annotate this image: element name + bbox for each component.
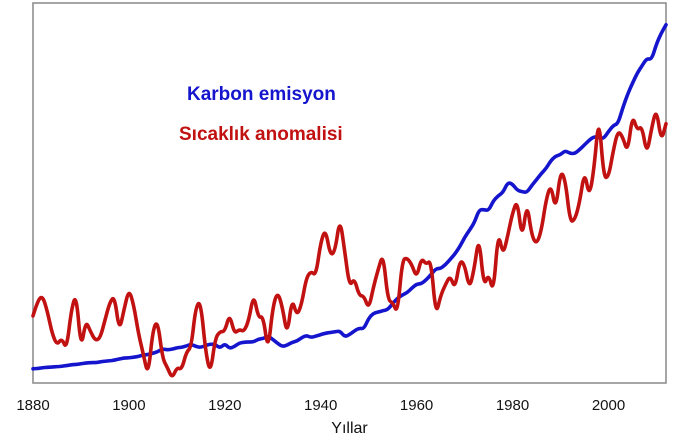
x-tick-1960: 1960 [400, 397, 433, 414]
x-axis-title: Yıllar [331, 420, 368, 437]
legend-sicaklik-anomalisi: Sıcaklık anomalisi [179, 124, 343, 145]
legend-karbon-emisyon: Karbon emisyon [187, 84, 336, 105]
x-tick-1920: 1920 [208, 397, 241, 414]
x-tick-1980: 1980 [496, 397, 529, 414]
x-tick-1940: 1940 [304, 397, 337, 414]
x-tick-1900: 1900 [112, 397, 145, 414]
sicaklik-anomalisi-line [31, 112, 668, 378]
karbon-emisyon-line [31, 23, 668, 371]
x-tick-1880: 1880 [16, 397, 49, 414]
x-tick-2000: 2000 [592, 397, 625, 414]
plot-border [32, 2, 667, 384]
